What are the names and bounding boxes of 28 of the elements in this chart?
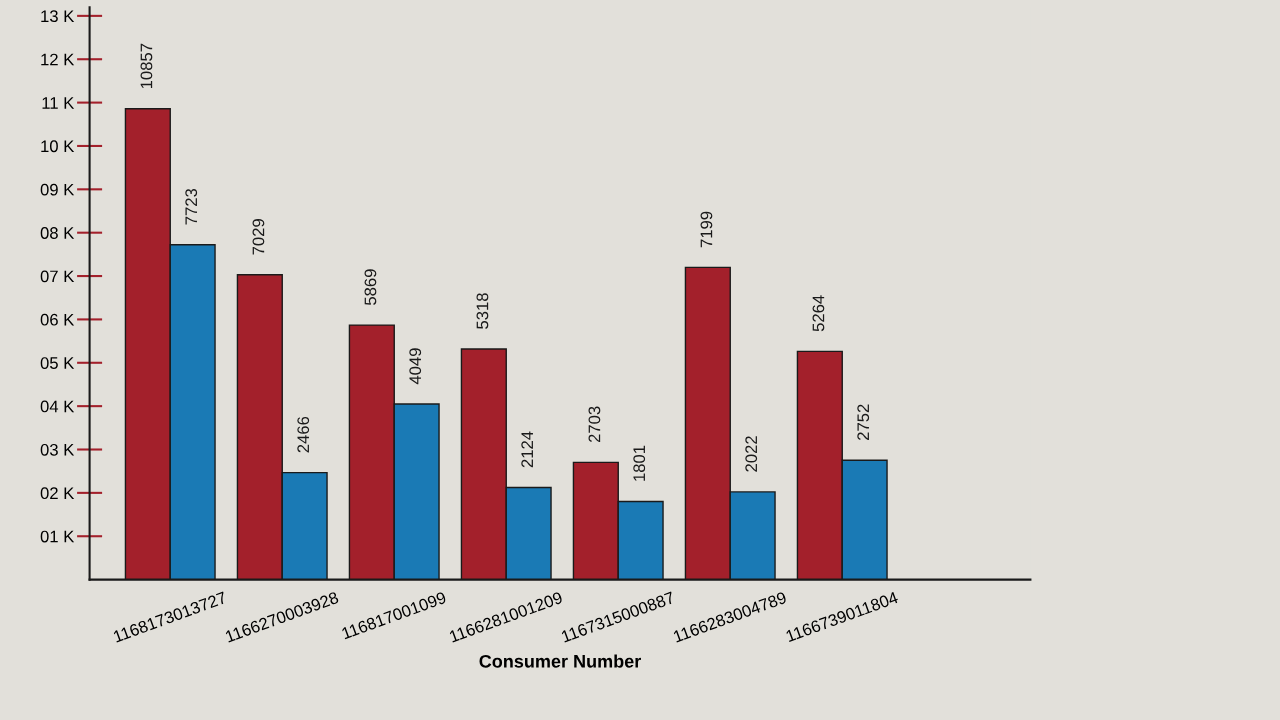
data-label: 4049	[409, 348, 422, 385]
data-label: 2022	[745, 436, 758, 472]
y-tick-label: 07 K	[40, 270, 75, 283]
y-tick-label: 09 K	[40, 183, 75, 196]
y-tick-label: 02 K	[40, 487, 75, 500]
data-label: 2703	[588, 406, 601, 443]
y-tick-label: 10 K	[41, 140, 75, 153]
y-tick-label: 13 K	[41, 10, 75, 23]
data-label: 10857	[140, 43, 153, 89]
data-label: 2466	[297, 416, 310, 453]
data-label: 5869	[364, 269, 377, 305]
data-label: 7199	[700, 211, 713, 248]
y-tick-label: 08 K	[40, 227, 75, 239]
y-tick-label: 11 K	[42, 97, 75, 109]
y-tick-label: 03 K	[40, 443, 75, 456]
data-label: 5264	[812, 295, 825, 332]
data-label: 7723	[185, 188, 198, 225]
data-label: 5318	[476, 293, 489, 329]
data-label: 7029	[252, 219, 265, 255]
data-label: 2752	[857, 404, 870, 440]
y-tick-label: 04 K	[40, 400, 75, 413]
data-label: 2124	[521, 431, 533, 468]
y-tick-label: 12 K	[41, 53, 75, 66]
y-tick-label: 01 K	[40, 530, 75, 543]
y-tick-label: 05 K	[40, 357, 75, 369]
x-axis-title: Consumer Number	[479, 654, 641, 668]
y-tick-label: 06 K	[40, 313, 75, 326]
data-label: 1801	[633, 445, 646, 481]
